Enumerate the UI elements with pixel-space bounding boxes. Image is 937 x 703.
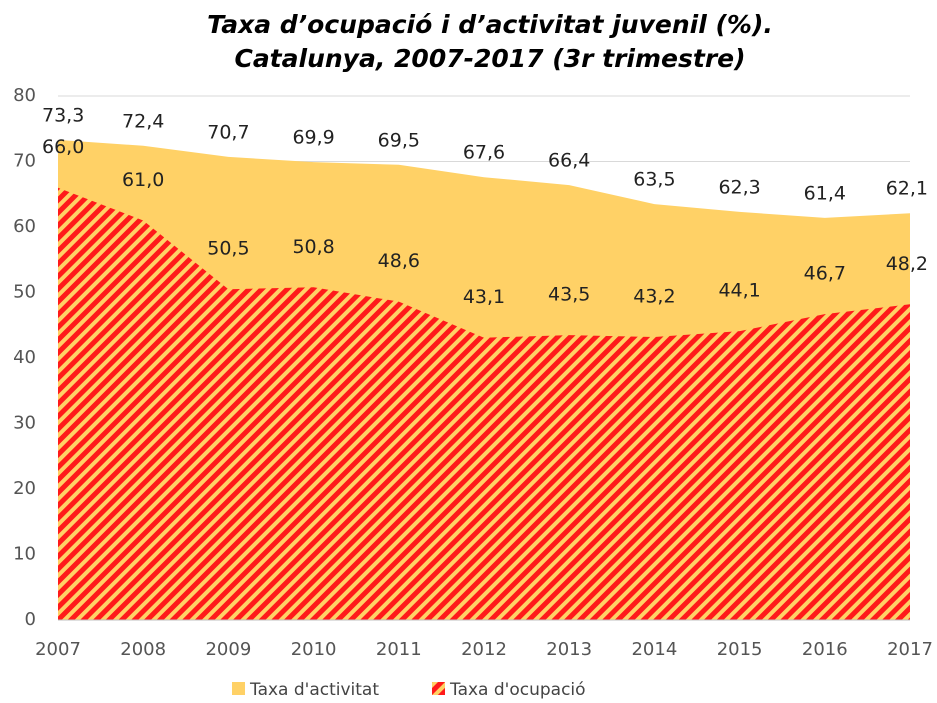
data-label: 73,3 <box>42 104 84 126</box>
y-tick-label: 50 <box>13 282 36 303</box>
data-label: 70,7 <box>207 121 249 143</box>
data-label: 63,5 <box>633 169 675 191</box>
y-tick-label: 70 <box>13 151 36 172</box>
data-label: 50,8 <box>292 236 334 258</box>
data-label: 50,5 <box>207 238 249 260</box>
y-tick-label: 40 <box>13 347 36 368</box>
chart-title: Taxa d’ocupació i d’activitat juvenil (%… <box>207 10 773 39</box>
data-label: 46,7 <box>804 263 846 285</box>
y-tick-label: 10 <box>13 544 36 565</box>
data-label: 43,2 <box>633 286 675 308</box>
data-label: 43,5 <box>548 284 590 306</box>
x-tick-label: 2010 <box>291 639 337 660</box>
x-tick-label: 2015 <box>717 639 763 660</box>
data-label: 61,0 <box>122 169 164 191</box>
data-label: 48,2 <box>886 253 928 275</box>
x-tick-label: 2016 <box>802 639 848 660</box>
data-label: 44,1 <box>718 280 760 302</box>
x-tick-label: 2007 <box>35 639 81 660</box>
data-label: 48,6 <box>378 250 420 272</box>
data-label: 67,6 <box>463 142 505 164</box>
data-label: 43,1 <box>463 286 505 308</box>
data-label: 69,5 <box>378 129 420 151</box>
y-tick-label: 30 <box>13 413 36 434</box>
x-tick-label: 2017 <box>887 639 933 660</box>
y-tick-label: 20 <box>13 478 36 499</box>
x-tick-label: 2012 <box>461 639 507 660</box>
x-tick-label: 2013 <box>546 639 592 660</box>
x-tick-label: 2011 <box>376 639 422 660</box>
x-tick-label: 2008 <box>120 639 166 660</box>
data-label: 69,9 <box>292 127 334 149</box>
legend-label: Taxa d'ocupació <box>449 680 586 700</box>
data-label: 66,0 <box>42 136 84 158</box>
data-label: 66,4 <box>548 150 590 172</box>
legend-label: Taxa d'activitat <box>249 680 379 700</box>
data-label: 72,4 <box>122 110 164 132</box>
y-tick-label: 0 <box>25 609 36 630</box>
area <box>58 187 910 620</box>
x-tick-label: 2009 <box>205 639 251 660</box>
y-tick-label: 60 <box>13 216 36 237</box>
chart-title: Catalunya, 2007-2017 (3r trimestre) <box>234 44 745 73</box>
y-tick-label: 80 <box>13 85 36 106</box>
data-label: 62,3 <box>718 176 760 198</box>
legend-swatch <box>232 682 245 695</box>
data-label: 62,1 <box>886 178 928 200</box>
legend-swatch <box>432 682 445 695</box>
data-label: 61,4 <box>804 182 846 204</box>
x-tick-label: 2014 <box>631 639 677 660</box>
